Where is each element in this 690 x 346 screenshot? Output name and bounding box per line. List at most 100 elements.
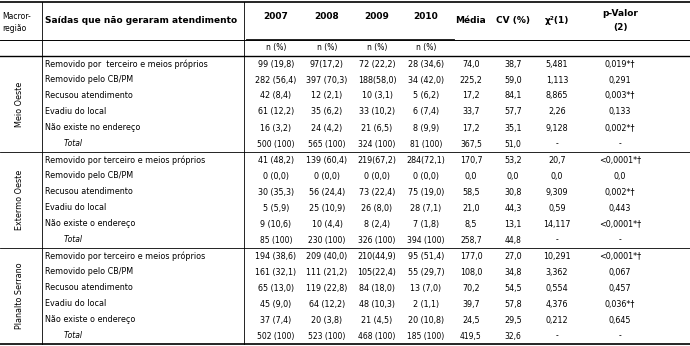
Text: 57,8: 57,8	[504, 300, 522, 309]
Text: Removido pelo CB/PM: Removido pelo CB/PM	[45, 172, 133, 181]
Text: 8,5: 8,5	[465, 219, 477, 228]
Text: Total: Total	[45, 139, 82, 148]
Text: 41 (48,2): 41 (48,2)	[258, 155, 294, 164]
Text: 2009: 2009	[364, 12, 389, 21]
Text: -: -	[619, 236, 622, 245]
Text: 523 (100): 523 (100)	[308, 331, 346, 340]
Text: 2 (1,1): 2 (1,1)	[413, 300, 439, 309]
Text: Meio Oeste: Meio Oeste	[15, 81, 25, 127]
Text: 0,002*†: 0,002*†	[604, 188, 635, 197]
Text: 284(72,1): 284(72,1)	[406, 155, 446, 164]
Text: -: -	[555, 236, 558, 245]
Text: 8 (9,9): 8 (9,9)	[413, 124, 439, 133]
Text: 9,309: 9,309	[546, 188, 569, 197]
Text: n (%): n (%)	[416, 44, 436, 53]
Text: 38,7: 38,7	[504, 60, 522, 69]
Text: 0 (0,0): 0 (0,0)	[263, 172, 289, 181]
Text: Total: Total	[45, 236, 82, 245]
Text: 0,002*†: 0,002*†	[604, 124, 635, 133]
Text: 33,7: 33,7	[462, 108, 480, 117]
Text: 5 (5,9): 5 (5,9)	[263, 203, 289, 212]
Text: 219(67,2): 219(67,2)	[357, 155, 397, 164]
Text: 119 (22,8): 119 (22,8)	[306, 283, 348, 292]
Text: p-Valor: p-Valor	[602, 9, 638, 18]
Text: 20 (10,8): 20 (10,8)	[408, 316, 444, 325]
Text: 209 (40,0): 209 (40,0)	[306, 252, 348, 261]
Text: 34 (42,0): 34 (42,0)	[408, 75, 444, 84]
Text: 258,7: 258,7	[460, 236, 482, 245]
Text: 105(22,4): 105(22,4)	[357, 267, 397, 276]
Text: 53,2: 53,2	[504, 155, 522, 164]
Text: 0,003*†: 0,003*†	[605, 91, 635, 100]
Text: 55 (29,7): 55 (29,7)	[408, 267, 444, 276]
Text: 72 (22,2): 72 (22,2)	[359, 60, 395, 69]
Text: 58,5: 58,5	[462, 188, 480, 197]
Text: 20,7: 20,7	[548, 155, 566, 164]
Text: 95 (51,4): 95 (51,4)	[408, 252, 444, 261]
Text: 161 (32,1): 161 (32,1)	[255, 267, 297, 276]
Text: 24 (4,2): 24 (4,2)	[311, 124, 343, 133]
Text: 225,2: 225,2	[460, 75, 482, 84]
Text: 57,7: 57,7	[504, 108, 522, 117]
Text: 73 (22,4): 73 (22,4)	[359, 188, 395, 197]
Text: região: região	[2, 24, 26, 33]
Text: Recusou atendimento: Recusou atendimento	[45, 91, 133, 100]
Text: 44,8: 44,8	[504, 236, 522, 245]
Text: Extermo Oeste: Extermo Oeste	[15, 170, 25, 230]
Text: 34,8: 34,8	[504, 267, 522, 276]
Text: (2): (2)	[613, 24, 627, 33]
Text: 8,865: 8,865	[546, 91, 569, 100]
Text: 44,3: 44,3	[504, 203, 522, 212]
Text: 0,0: 0,0	[551, 172, 563, 181]
Text: Removido pelo CB/PM: Removido pelo CB/PM	[45, 267, 133, 276]
Text: 9,128: 9,128	[546, 124, 569, 133]
Text: 21,0: 21,0	[462, 203, 480, 212]
Text: 0,0: 0,0	[465, 172, 477, 181]
Text: 20 (3,8): 20 (3,8)	[311, 316, 342, 325]
Text: 500 (100): 500 (100)	[257, 139, 295, 148]
Text: 2,26: 2,26	[548, 108, 566, 117]
Text: 21 (4,5): 21 (4,5)	[362, 316, 393, 325]
Text: 0,457: 0,457	[609, 283, 631, 292]
Text: 74,0: 74,0	[462, 60, 480, 69]
Text: 324 (100): 324 (100)	[358, 139, 395, 148]
Text: Não existe o endereço: Não existe o endereço	[45, 219, 135, 228]
Text: 5,481: 5,481	[546, 60, 569, 69]
Text: 0,291: 0,291	[609, 75, 631, 84]
Text: Planalto Serrano: Planalto Serrano	[15, 263, 25, 329]
Text: 3,362: 3,362	[546, 267, 569, 276]
Text: 85 (100): 85 (100)	[259, 236, 293, 245]
Text: 28 (7,1): 28 (7,1)	[411, 203, 442, 212]
Text: <0,0001*†: <0,0001*†	[599, 219, 641, 228]
Text: 65 (13,0): 65 (13,0)	[258, 283, 294, 292]
Text: 48 (10,3): 48 (10,3)	[359, 300, 395, 309]
Text: Não existe no endereço: Não existe no endereço	[45, 124, 140, 133]
Text: CV (%): CV (%)	[496, 17, 530, 26]
Text: n (%): n (%)	[317, 44, 337, 53]
Text: 21 (6,5): 21 (6,5)	[362, 124, 393, 133]
Text: 0,067: 0,067	[609, 267, 631, 276]
Text: Evadiu do local: Evadiu do local	[45, 300, 106, 309]
Text: Macror-: Macror-	[2, 12, 31, 21]
Text: 6 (7,4): 6 (7,4)	[413, 108, 439, 117]
Text: 0,036*†: 0,036*†	[605, 300, 635, 309]
Text: Média: Média	[455, 17, 486, 26]
Text: 16 (3,2): 16 (3,2)	[260, 124, 292, 133]
Text: 8 (2,4): 8 (2,4)	[364, 219, 390, 228]
Text: 177,0: 177,0	[460, 252, 482, 261]
Text: 97(17,2): 97(17,2)	[310, 60, 344, 69]
Text: 35,1: 35,1	[504, 124, 522, 133]
Text: 56 (24,4): 56 (24,4)	[309, 188, 345, 197]
Text: 33 (10,2): 33 (10,2)	[359, 108, 395, 117]
Text: 139 (60,4): 139 (60,4)	[306, 155, 348, 164]
Text: 0,645: 0,645	[609, 316, 631, 325]
Text: 0,59: 0,59	[548, 203, 566, 212]
Text: 29,5: 29,5	[504, 316, 522, 325]
Text: 185 (100): 185 (100)	[407, 331, 444, 340]
Text: 210(44,9): 210(44,9)	[357, 252, 396, 261]
Text: 7 (1,8): 7 (1,8)	[413, 219, 439, 228]
Text: 502 (100): 502 (100)	[257, 331, 295, 340]
Text: <0,0001*†: <0,0001*†	[599, 155, 641, 164]
Text: 0,0: 0,0	[507, 172, 519, 181]
Text: 13 (7,0): 13 (7,0)	[411, 283, 442, 292]
